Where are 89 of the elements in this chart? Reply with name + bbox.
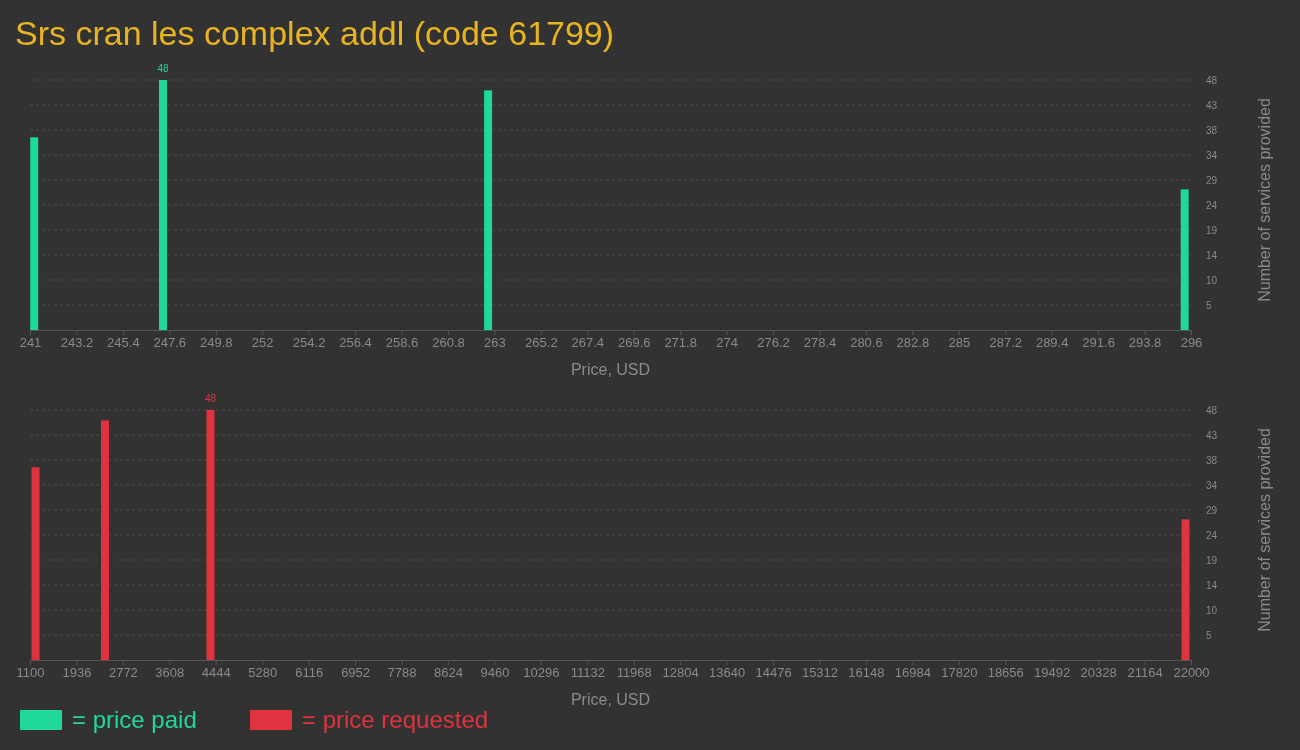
x-tick-label: 6116	[295, 665, 324, 681]
x-tick-label: 5280	[248, 665, 278, 681]
y-tick-label: 24	[1206, 199, 1218, 211]
x-tick-label: 7788	[387, 665, 417, 681]
x-tick-label: 4444	[201, 665, 231, 681]
legend-label: = price requested	[302, 706, 489, 733]
y-tick-label: 19	[1206, 554, 1218, 566]
y-tick-label: 38	[1206, 124, 1218, 136]
x-tick-label: 249.8	[199, 335, 233, 351]
x-tick-label: 291.6	[1082, 335, 1115, 351]
x-tick-label: 252	[251, 335, 274, 351]
y-tick-label: 29	[1206, 174, 1218, 186]
x-tick-label: 21164	[1127, 665, 1163, 681]
x-tick-label: 11132	[570, 665, 605, 681]
x-tick-label: 19492	[1034, 665, 1071, 681]
x-tick-label: 267.4	[571, 335, 605, 351]
x-tick-label: 289.4	[1035, 335, 1069, 351]
y-tick-label: 14	[1206, 579, 1218, 591]
x-tick-label: 256.4	[339, 335, 372, 351]
x-tick-label: 15312	[801, 665, 839, 681]
x-tick-label: 265.2	[525, 335, 558, 351]
x-tick-label: 258.6	[385, 335, 419, 351]
x-tick-label: 8624	[434, 665, 463, 681]
x-tick-label: 17820	[941, 665, 978, 681]
x-tick-label: 11968	[616, 665, 652, 681]
y-tick-label: 38	[1206, 454, 1218, 466]
x-axis-title: Price, USD	[570, 691, 651, 708]
y-tick-label: 24	[1206, 529, 1218, 541]
y-axis-title: Number of services provided	[1256, 98, 1273, 302]
x-tick-label: 10296	[523, 665, 560, 681]
y-tick-label: 10	[1206, 274, 1218, 286]
bar	[30, 137, 39, 330]
y-axis-title: Number of services provided	[1256, 428, 1273, 632]
x-tick-label: 271.8	[664, 335, 697, 351]
y-tick-label: 5	[1206, 299, 1212, 311]
x-tick-label: 296	[1180, 335, 1203, 351]
bar	[158, 80, 167, 330]
y-tick-label: 43	[1206, 99, 1218, 111]
bar	[484, 90, 493, 330]
x-tick-label: 276.2	[757, 335, 790, 351]
y-tick-label: 19	[1206, 224, 1218, 236]
x-tick-label: 6952	[341, 665, 371, 681]
data-label: 48	[204, 393, 217, 404]
chart-title: Srs cran les complex addl (code 61799)	[15, 14, 615, 52]
bar	[1180, 189, 1189, 330]
y-tick-label: 34	[1206, 479, 1218, 491]
x-tick-label: 293.8	[1128, 335, 1162, 351]
x-tick-label: 245.4	[107, 335, 140, 351]
x-tick-label: 282.8	[896, 335, 930, 351]
x-tick-label: 16984	[894, 665, 931, 681]
x-tick-label: 287.2	[989, 335, 1023, 351]
legend-label: = price paid	[72, 706, 197, 733]
x-tick-label: 274	[716, 335, 738, 351]
x-tick-label: 13640	[709, 665, 746, 681]
bar	[31, 467, 40, 660]
y-tick-label: 34	[1206, 149, 1218, 161]
x-tick-label: 18656	[987, 665, 1024, 681]
x-tick-label: 241	[19, 335, 42, 351]
x-tick-label: 263	[484, 335, 506, 351]
x-tick-label: 278.4	[803, 335, 837, 351]
x-tick-label: 22000	[1173, 665, 1210, 681]
x-tick-label: 3608	[155, 665, 185, 681]
x-tick-label: 260.8	[432, 335, 465, 351]
x-tick-label: 9460	[480, 665, 510, 681]
x-tick-label: 280.6	[850, 335, 883, 351]
x-tick-label: 243.2	[60, 335, 94, 351]
x-tick-label: 12804	[662, 665, 699, 681]
x-tick-label: 1100	[16, 665, 45, 681]
x-tick-label: 254.2	[292, 335, 326, 351]
x-tick-label: 247.6	[153, 335, 187, 351]
x-tick-label: 285	[948, 335, 971, 351]
x-axis-title: Price, USD	[570, 361, 651, 378]
y-tick-label: 48	[1206, 74, 1218, 86]
bar	[100, 420, 109, 660]
x-tick-label: 1936	[62, 665, 92, 681]
y-tick-label: 43	[1206, 429, 1218, 441]
x-tick-label: 16148	[848, 665, 885, 681]
y-tick-label: 10	[1206, 604, 1218, 616]
x-tick-label: 14476	[755, 665, 792, 681]
x-tick-label: 2772	[108, 665, 138, 681]
x-tick-label: 269.6	[617, 335, 651, 351]
y-tick-label: 5	[1206, 629, 1212, 641]
bar	[206, 410, 215, 660]
bar	[1181, 519, 1190, 660]
x-tick-label: 20328	[1080, 665, 1117, 681]
y-tick-label: 29	[1206, 504, 1218, 516]
y-tick-label: 48	[1206, 404, 1218, 416]
y-tick-label: 14	[1206, 249, 1218, 261]
data-label: 48	[157, 63, 169, 74]
